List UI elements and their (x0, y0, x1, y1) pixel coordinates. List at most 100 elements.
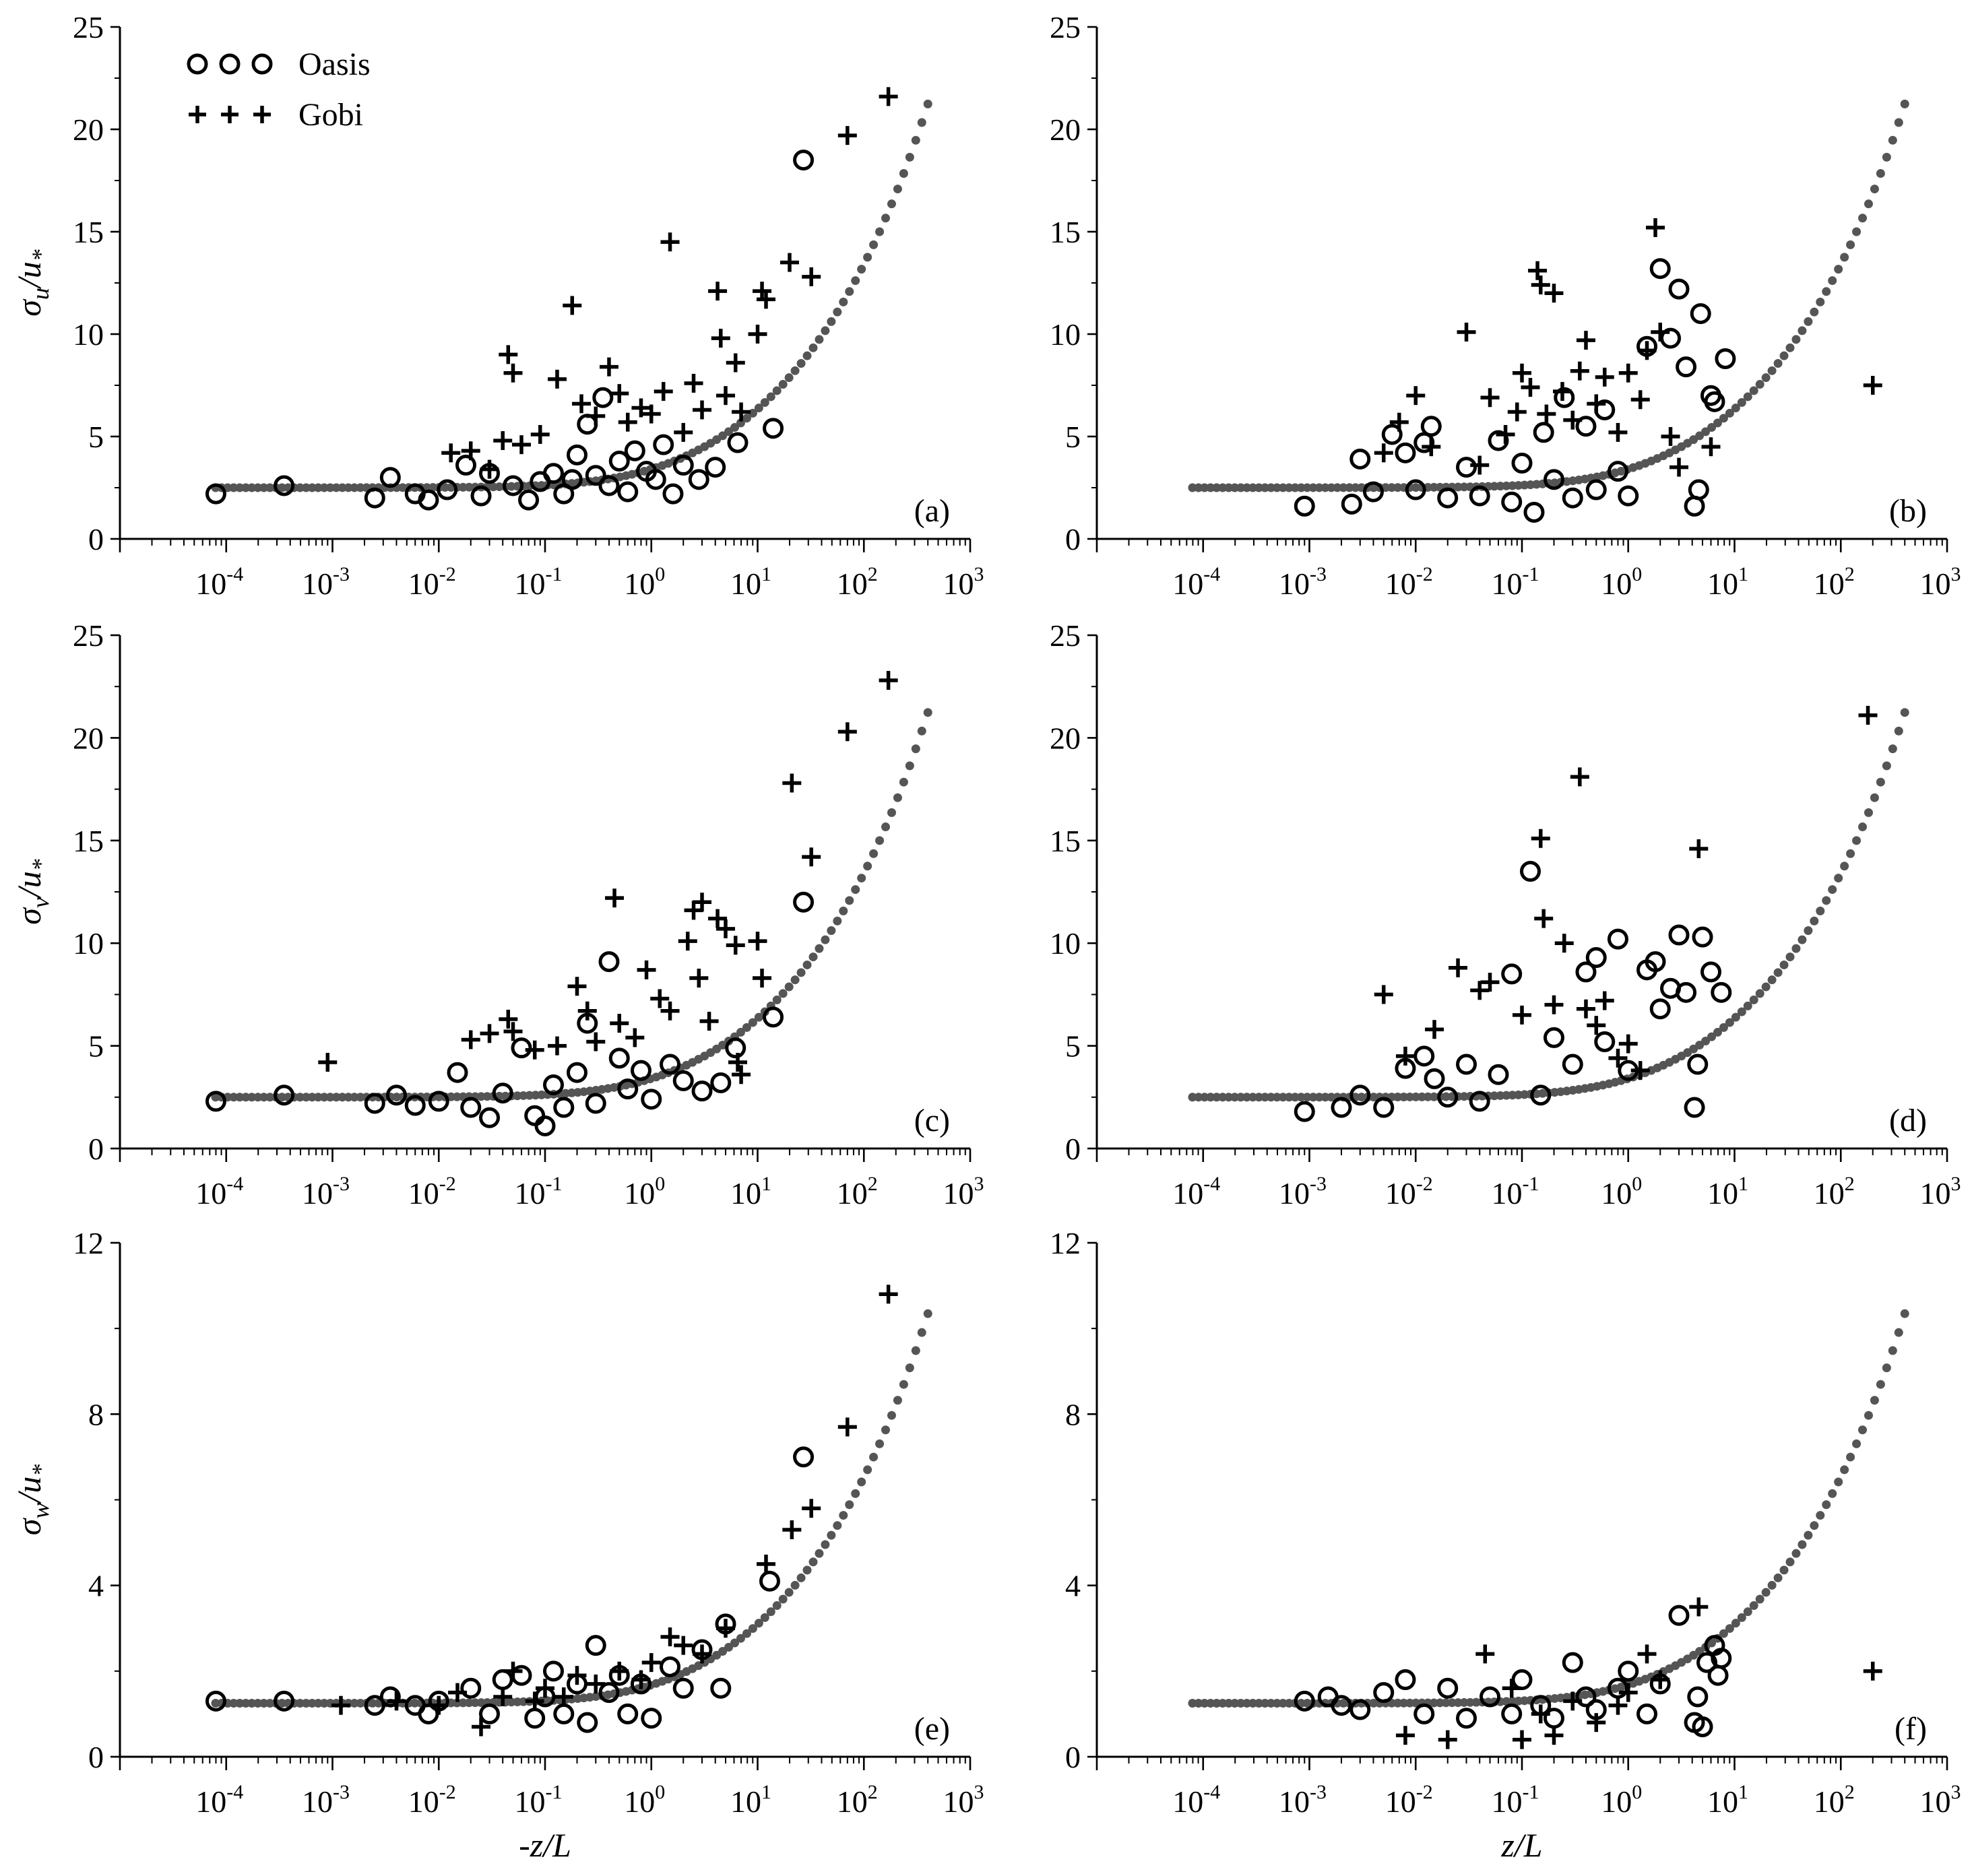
fit-dot (1212, 1093, 1221, 1102)
fit-dot (887, 199, 896, 209)
fit-dot (1447, 1698, 1457, 1708)
point-oasis (1585, 947, 1607, 969)
fit-dot (754, 403, 763, 413)
point-gobi (1389, 412, 1409, 432)
y-tick-label: 20 (1050, 721, 1081, 755)
fit-dot (887, 1411, 896, 1420)
fit-dot (736, 1634, 745, 1643)
fit-dot (1224, 1699, 1234, 1708)
fit-dot (905, 1363, 914, 1373)
fit-dot (476, 1698, 486, 1708)
fit-dot (265, 1093, 275, 1102)
fit-dot (1900, 1309, 1909, 1318)
x-tick-label: 100 (624, 1781, 665, 1819)
fit-dot (923, 99, 932, 108)
x-tick-label: 101 (1707, 1173, 1748, 1210)
fit-dot (1236, 1699, 1246, 1708)
fit-dot (1773, 968, 1783, 977)
fit-dot (319, 483, 329, 492)
fit-dot (241, 1093, 251, 1102)
y-tick-label: 10 (1050, 926, 1081, 961)
point-gobi (1637, 341, 1657, 360)
point-oasis (1690, 303, 1711, 325)
fit-dot (845, 1500, 854, 1510)
fit-dot (211, 1093, 220, 1102)
y-tick-label: 12 (73, 1226, 104, 1260)
point-oasis (561, 469, 583, 490)
point-oasis (1700, 961, 1722, 983)
fit-dot (344, 483, 353, 492)
point-gobi (708, 909, 728, 928)
point-oasis (1395, 442, 1416, 463)
fit-dot (1749, 386, 1758, 395)
point-gobi (1587, 1016, 1606, 1035)
point-oasis (1543, 469, 1564, 490)
point-gobi (610, 1661, 629, 1681)
fit-dot (808, 343, 818, 352)
fit-dot (278, 483, 287, 492)
point-gobi (387, 1691, 406, 1711)
fit-dot (307, 1093, 317, 1102)
fit-dot (1882, 1363, 1891, 1373)
point-gobi (512, 435, 532, 455)
point-oasis (577, 414, 598, 435)
point-oasis (1704, 391, 1725, 412)
fit-dot (1302, 1698, 1312, 1708)
point-oasis (1562, 1054, 1583, 1075)
point-gobi (678, 932, 697, 951)
point-oasis (1607, 928, 1628, 950)
fit-dot (1743, 1607, 1752, 1617)
fit-dot (1254, 483, 1264, 492)
point-gobi (1531, 1704, 1550, 1724)
fit-dot (1900, 708, 1909, 717)
point-oasis (660, 1054, 681, 1075)
fit-dot (1864, 199, 1873, 209)
fit-dot (815, 1549, 824, 1558)
x-tick-label: 101 (730, 1781, 771, 1819)
fit-dot (1852, 1439, 1862, 1448)
point-oasis (1533, 422, 1554, 443)
fit-dot (748, 1624, 757, 1634)
y-tick-label: 0 (88, 522, 104, 556)
point-gobi (693, 1644, 712, 1664)
fit-dot (1327, 1093, 1336, 1102)
point-oasis (428, 1091, 449, 1112)
point-oasis (1456, 457, 1477, 478)
fit-dot (1779, 960, 1789, 969)
point-gobi (782, 773, 802, 793)
fit-dot (1194, 483, 1203, 492)
fit-dot (1260, 483, 1269, 492)
point-oasis (524, 1105, 546, 1126)
y-tick-label: 25 (1050, 618, 1081, 653)
point-oasis (1349, 1085, 1371, 1106)
point-gobi (1507, 402, 1527, 422)
point-oasis (379, 1686, 401, 1708)
fit-dot (338, 483, 347, 492)
point-oasis (1607, 461, 1628, 482)
fit-dot (1864, 1411, 1873, 1420)
fit-dot (235, 483, 245, 492)
fit-dot (1230, 483, 1240, 492)
y-tick-label: 5 (1065, 420, 1081, 454)
x-tick-label: 101 (1707, 1781, 1748, 1819)
point-gobi (625, 1028, 645, 1047)
x-tick-label: 103 (943, 1173, 984, 1210)
series-gobi (331, 1285, 898, 1737)
point-oasis (553, 1703, 575, 1724)
fit-dot (295, 483, 305, 492)
fit-dot (1369, 483, 1378, 492)
point-oasis (585, 465, 606, 486)
point-oasis (598, 475, 620, 496)
point-oasis (1707, 1664, 1729, 1686)
fit-dot (905, 761, 914, 771)
y-tick-label: 0 (1065, 522, 1081, 556)
panel-label: (d) (1889, 1103, 1927, 1138)
fit-dot (1846, 240, 1855, 249)
point-gobi (429, 1695, 449, 1715)
fit-dot (307, 483, 317, 492)
point-gobi (1521, 378, 1540, 397)
x-tick-label: 103 (1920, 563, 1961, 601)
point-oasis (1341, 493, 1362, 515)
point-oasis (1676, 356, 1697, 378)
fit-dot (1290, 483, 1300, 492)
